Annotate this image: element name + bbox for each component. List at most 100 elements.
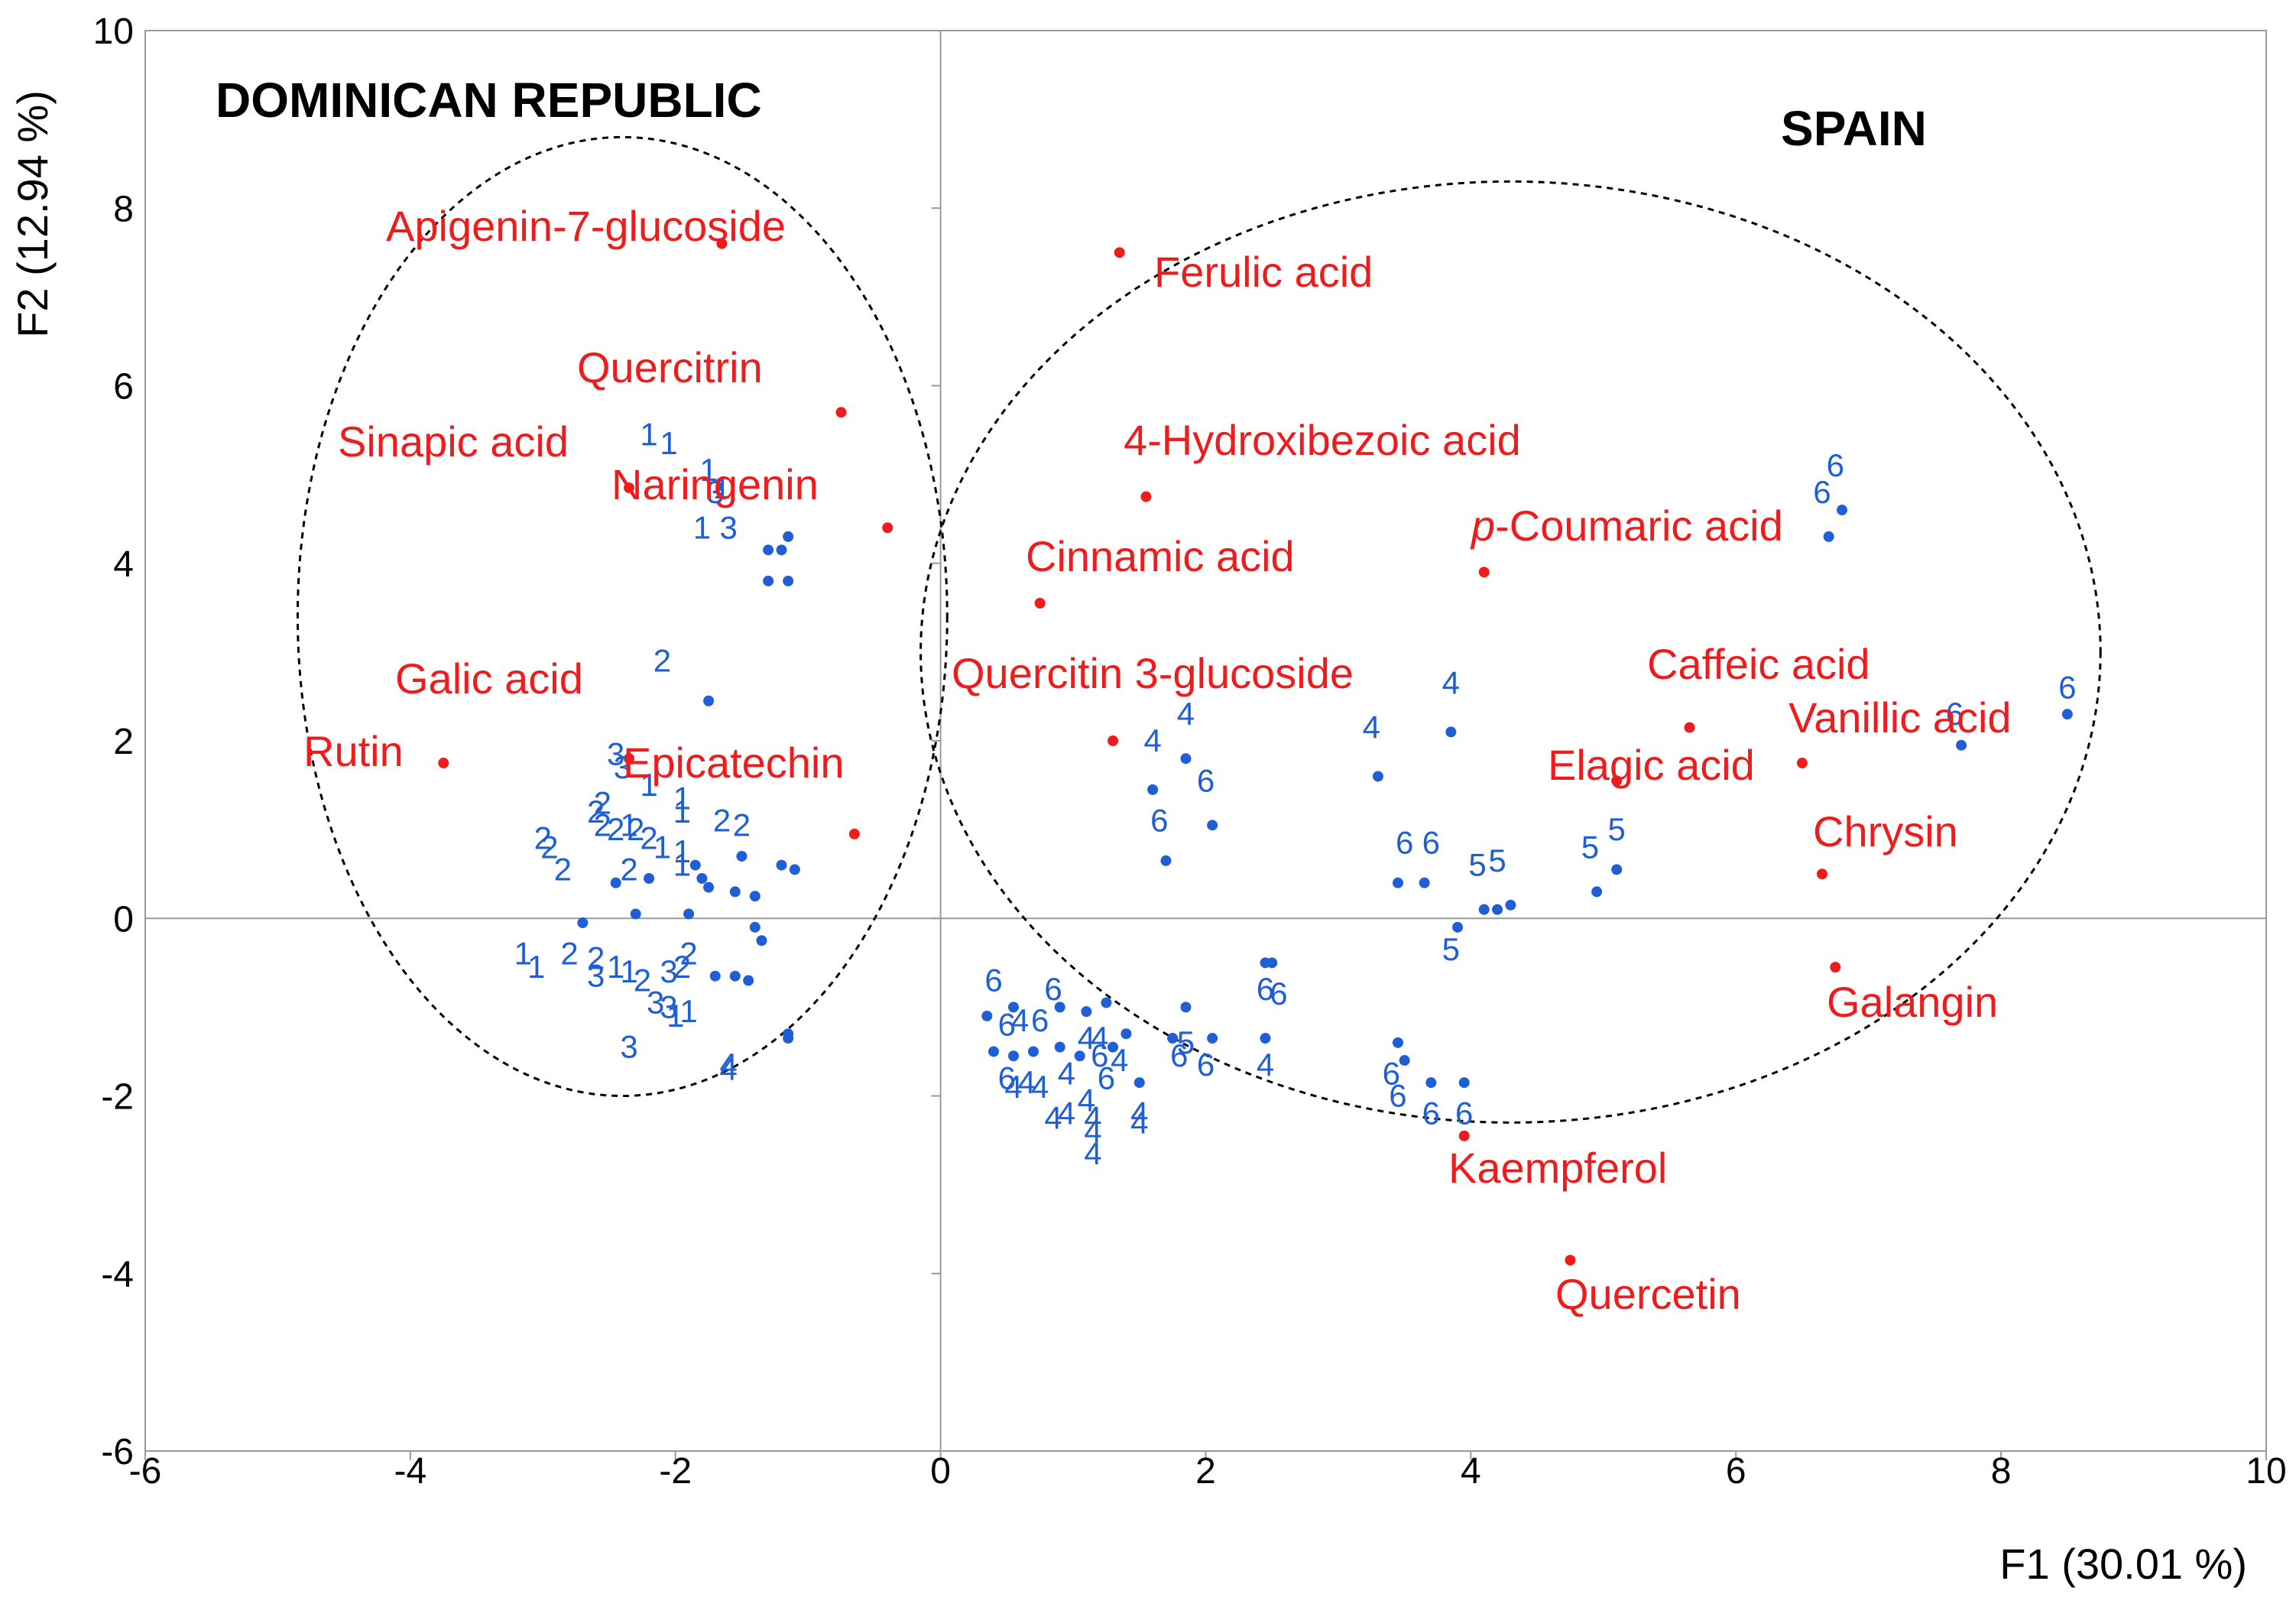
observation-label: 1	[514, 936, 532, 972]
var-label-galangin: Galangin	[1827, 978, 1998, 1026]
observation-label: 1	[673, 794, 691, 829]
observation-label: 6	[1150, 803, 1168, 839]
observation-label: 4	[719, 1047, 737, 1083]
observation-label: 3	[607, 735, 624, 771]
observation-label: 4	[1004, 1069, 1022, 1105]
observation-label: 2	[534, 820, 552, 856]
observation-point	[1120, 1028, 1132, 1040]
observation-point	[789, 864, 800, 875]
var-label-4-hydroxibezoic-acid: 4-Hydroxibezoic acid	[1124, 416, 1521, 464]
observation-label: 4	[1044, 1100, 1062, 1136]
observation-label: 2	[554, 851, 572, 887]
observation-point	[610, 877, 621, 888]
observation-label: 2	[653, 642, 671, 678]
observation-label: 5	[1468, 847, 1486, 883]
var-point-chrysin	[1816, 868, 1827, 880]
observation-point	[1458, 1077, 1470, 1089]
var-point-vanillic-acid	[1796, 758, 1808, 769]
observation-label: 6	[1091, 1037, 1108, 1073]
var-label-chrysin: Chrysin	[1813, 807, 1958, 855]
x-tick-label: 6	[1726, 1451, 1746, 1492]
observation-point	[1054, 1041, 1065, 1053]
var-point-naringenin	[882, 522, 893, 534]
observation-point	[1837, 505, 1847, 516]
observation-label: 2	[627, 811, 644, 847]
observation-point	[709, 970, 721, 982]
y-tick-label: -4	[101, 1255, 134, 1295]
x-tick-label: 2	[1195, 1451, 1216, 1492]
observation-label: 1	[673, 833, 691, 869]
x-tick-label: -4	[394, 1451, 427, 1492]
observation-point	[1054, 1002, 1065, 1013]
observation-point	[749, 891, 760, 902]
observation-label: 4	[1442, 665, 1460, 701]
observation-label: 2	[594, 807, 611, 842]
y-axis-ticks: 10 8 6 4 2 0 -2 -4 -6	[93, 11, 941, 1472]
var-label-vanillic-acid: Vanillic acid	[1788, 693, 2012, 742]
observation-point	[1167, 1033, 1179, 1044]
observation-label: 6	[1197, 762, 1214, 798]
observation-label: 6	[1946, 696, 1964, 732]
observation-label: 4	[1084, 1113, 1101, 1149]
y-tick-label: -6	[101, 1432, 134, 1472]
var-label-quercetin: Quercetin	[1555, 1270, 1741, 1318]
x-tick-label: 0	[930, 1451, 951, 1492]
var-label-ferulic-acid: Ferulic acid	[1154, 248, 1373, 296]
observation-point	[1392, 1037, 1403, 1048]
observation-label: 3	[719, 509, 737, 545]
observation-label: 1	[527, 949, 545, 985]
observation-point	[1611, 864, 1623, 875]
observation-label: 6	[1270, 976, 1287, 1011]
observation-point	[1081, 1006, 1092, 1018]
var-label-rutin: Rutin	[303, 727, 404, 775]
observation-label: 4	[1177, 696, 1195, 732]
observation-point	[763, 544, 774, 556]
observation-point	[1101, 997, 1112, 1008]
observation-label: 1	[713, 469, 731, 505]
observation-label: 4	[1257, 1047, 1274, 1083]
var-point-quercetin	[1565, 1255, 1576, 1266]
observation-point	[1823, 531, 1834, 542]
observation-label: 6	[1827, 447, 1844, 483]
observation-label: 6	[1197, 1047, 1214, 1083]
observation-label: 6	[1396, 825, 1413, 861]
region-ellipses	[296, 135, 2102, 1124]
var-label-epicatechin: Epicatechin	[623, 739, 845, 787]
observation-label: 4	[1091, 1020, 1108, 1056]
var-point-elagic-acid	[1611, 775, 1623, 787]
var-point-quercitrin	[835, 407, 847, 418]
x-axis-ticks: -6 -4 -2 0 2 4 6 8 10	[129, 1451, 2287, 1492]
observation-label: 6	[1455, 1096, 1473, 1131]
observation-label: 1	[653, 829, 671, 865]
observation-point	[1133, 1077, 1145, 1089]
observation-point	[1008, 1050, 1020, 1062]
observation-label: 1	[607, 949, 624, 985]
observation-point	[783, 1028, 794, 1040]
var-label-caffeic-acid: Caffeic acid	[1647, 640, 1870, 688]
observation-label: 4	[719, 1051, 737, 1087]
x-tick-label: -2	[659, 1451, 692, 1492]
observation-label: 4	[1130, 1104, 1148, 1140]
observation-label: 4	[1078, 1082, 1095, 1118]
observation-label: 2	[673, 949, 691, 985]
observation-point	[1266, 957, 1278, 969]
observation-label: 6	[984, 963, 1002, 998]
observation-label: 1	[679, 993, 697, 1029]
observation-point	[683, 908, 695, 920]
var-label-galic-acid: Galic acid	[395, 654, 583, 703]
observation-label: 1	[640, 767, 657, 803]
var-label-elagic-acid: Elagic acid	[1548, 741, 1755, 789]
observation-label: 1	[666, 998, 684, 1034]
var-point-rutin	[438, 758, 449, 769]
var-point-quercitin-3-glucoside	[1107, 735, 1119, 746]
observation-point	[1452, 921, 1464, 933]
observation-label: 1	[699, 452, 717, 488]
observation-label: 1	[693, 509, 711, 545]
observation-label: 4	[1143, 722, 1161, 758]
observation-point	[1147, 784, 1159, 795]
observation-label: 3	[647, 985, 664, 1021]
observation-label: 6	[1389, 1078, 1406, 1114]
observation-point	[1372, 771, 1383, 782]
observation-point	[1207, 1033, 1218, 1044]
